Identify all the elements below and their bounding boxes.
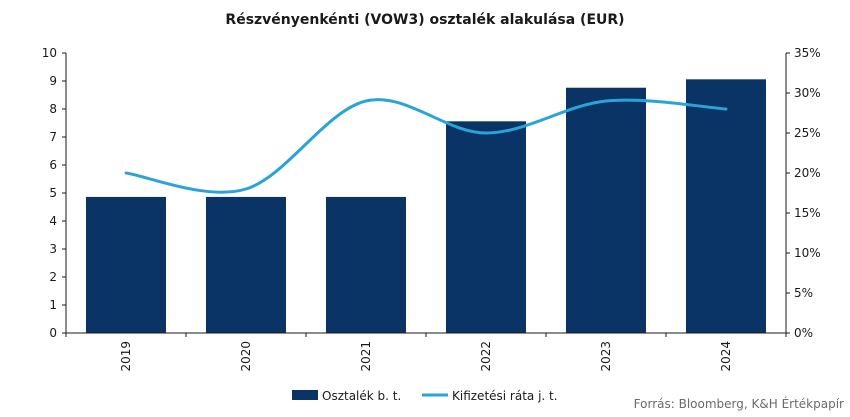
right-tick-label: 25%	[794, 126, 821, 140]
left-tick-label: 0	[49, 326, 57, 340]
legend: Osztalék b. t. Kifizetési ráta j. t.	[292, 389, 558, 403]
left-tick-label: 6	[49, 158, 57, 172]
left-tick-label: 1	[49, 298, 57, 312]
bar-2021	[326, 196, 406, 333]
source-note: Forrás: Bloomberg, K&H Értékpapír	[634, 396, 844, 411]
right-tick-label: 30%	[794, 86, 821, 100]
legend-label-dividend: Osztalék b. t.	[322, 389, 401, 403]
left-tick-label: 7	[49, 130, 57, 144]
right-tick-label: 35%	[794, 46, 821, 60]
right-tick-label: 20%	[794, 166, 821, 180]
left-tick-label: 10	[42, 46, 57, 60]
x-tick-label-2022: 2022	[479, 341, 493, 372]
legend-label-payout: Kifizetési ráta j. t.	[452, 389, 558, 403]
x-tick-label-2024: 2024	[719, 341, 733, 372]
chart-title: Részvényenkénti (VOW3) osztalék alakulás…	[225, 12, 624, 28]
left-tick-label: 4	[49, 214, 57, 228]
left-tick-label: 9	[49, 74, 57, 88]
bar-2020	[206, 196, 286, 333]
left-tick-label: 2	[49, 270, 57, 284]
bar-2024	[686, 79, 766, 333]
legend-swatch-dividend	[292, 390, 318, 400]
left-tick-label: 3	[49, 242, 57, 256]
x-tick-label-2023: 2023	[599, 341, 613, 372]
left-tick-label: 5	[49, 186, 57, 200]
x-tick-label-2020: 2020	[239, 341, 253, 372]
bar-2023	[566, 87, 646, 333]
right-tick-label: 15%	[794, 206, 821, 220]
plot-area: 0 1 2 3 4 5 6 7 8 9 10 0% 5% 10% 15% 20% 25% 30% 35% 2019 20…	[42, 46, 821, 372]
right-tick-label: 5%	[794, 286, 813, 300]
payout-ratio-line	[124, 98, 728, 194]
bar-2022	[446, 121, 526, 333]
left-tick-label: 8	[49, 102, 57, 116]
right-tick-label: 0%	[794, 326, 813, 340]
right-tick-label: 10%	[794, 246, 821, 260]
x-tick-label-2021: 2021	[359, 341, 373, 372]
bar-2019	[86, 196, 166, 333]
x-tick-label-2019: 2019	[119, 341, 133, 372]
